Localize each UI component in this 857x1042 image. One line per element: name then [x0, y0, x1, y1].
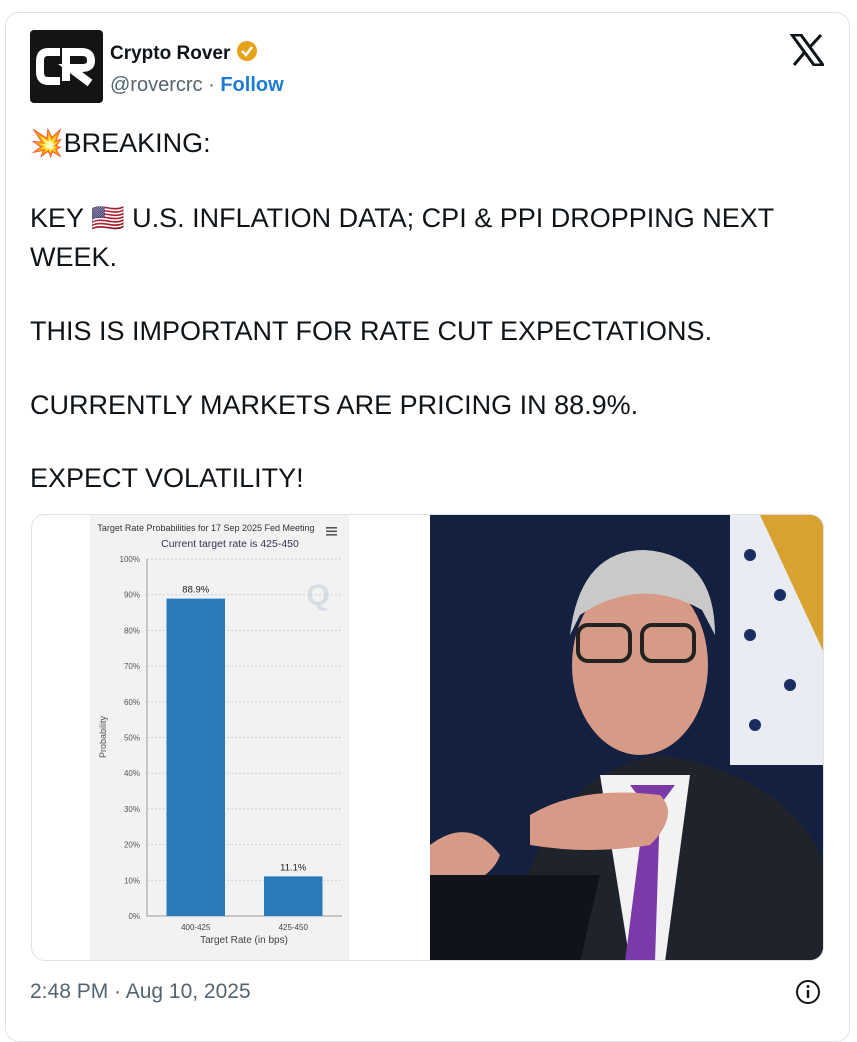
author-name: Crypto Rover: [110, 40, 258, 65]
y-tick-label: 70%: [124, 662, 140, 671]
tweet-paragraph: THIS IS IMPORTANT FOR RATE CUT EXPECTATI…: [30, 316, 713, 346]
chart-subtitle: Current target rate is 425-450: [161, 538, 299, 550]
separator: ·: [208, 74, 215, 96]
y-tick-label: 40%: [124, 769, 140, 778]
menu-icon[interactable]: [326, 527, 337, 536]
info-icon[interactable]: [795, 979, 821, 1005]
author-name-text: Crypto Rover: [110, 43, 231, 64]
data-label: 88.9%: [182, 585, 209, 596]
y-tick-label: 60%: [124, 698, 140, 707]
avatar[interactable]: [30, 30, 103, 103]
y-tick-label: 80%: [124, 626, 140, 635]
media[interactable]: Target Rate Probabilities for 17 Sep 202…: [31, 514, 824, 961]
watermark: Q: [306, 579, 329, 612]
y-tick-label: 90%: [124, 591, 140, 600]
follow-button[interactable]: Follow: [220, 74, 284, 96]
y-tick-label: 30%: [124, 805, 140, 814]
y-axis-label: Probability: [98, 715, 108, 758]
data-label: 11.1%: [280, 862, 307, 873]
x-tick-label: 400-425: [181, 923, 211, 932]
photo: [430, 515, 823, 960]
bar: [264, 876, 323, 916]
y-tick-label: 0%: [128, 912, 140, 921]
y-tick-label: 20%: [124, 841, 140, 850]
tweet-paragraph: EXPECT VOLATILITY!: [30, 463, 304, 493]
handle: @rovercrc: [110, 74, 203, 96]
timestamp: 2:48 PM · Aug 10, 2025: [30, 980, 251, 1003]
y-tick-label: 10%: [124, 876, 140, 885]
x-logo[interactable]: [790, 34, 824, 66]
x-tick-label: 425-450: [279, 923, 309, 932]
chart: Target Rate Probabilities for 17 Sep 202…: [97, 523, 342, 946]
x-axis-label: Target Rate (in bps): [200, 935, 288, 946]
bar: [166, 598, 225, 916]
tweet-paragraph: CURRENTLY MARKETS ARE PRICING IN 88.9%.: [30, 390, 639, 420]
y-tick-label: 100%: [120, 555, 140, 564]
tweet-paragraph: KEY 🇺🇸 U.S. INFLATION DATA; CPI & PPI DR…: [30, 203, 774, 272]
y-tick-label: 50%: [124, 734, 140, 743]
tweet-paragraph: 💥BREAKING:: [30, 128, 211, 158]
author-handle: @rovercrc · Follow: [110, 74, 284, 97]
chart-title: Target Rate Probabilities for 17 Sep 202…: [97, 523, 314, 533]
verified-badge: [236, 41, 257, 61]
